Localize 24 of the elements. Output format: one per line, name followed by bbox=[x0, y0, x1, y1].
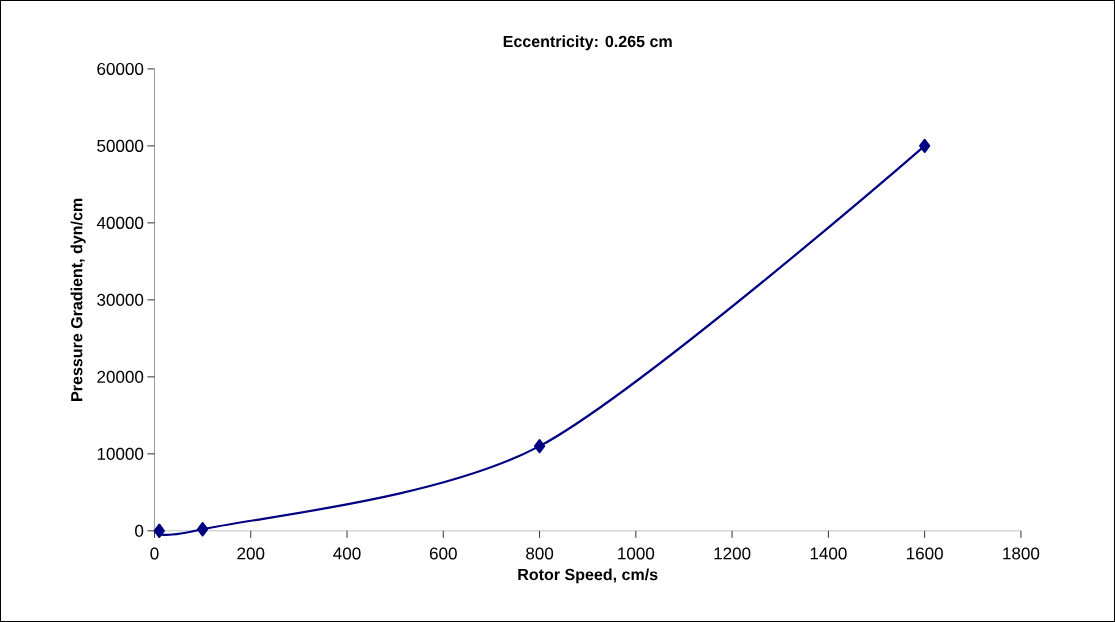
y-tick-label: 30000 bbox=[97, 293, 144, 306]
x-tick-label: 1400 bbox=[810, 547, 847, 560]
x-tick-label: 400 bbox=[333, 547, 361, 560]
x-tick-label: 800 bbox=[526, 547, 554, 560]
x-tick-label: 600 bbox=[429, 547, 457, 560]
y-tick-label: 20000 bbox=[97, 370, 144, 383]
y-tick-label: 0 bbox=[135, 524, 144, 537]
y-axis-title: Pressure Gradient, dyn/cm bbox=[70, 198, 86, 401]
x-tick-label: 1000 bbox=[618, 547, 655, 560]
x-tick-label: 200 bbox=[237, 547, 265, 560]
y-tick-label: 50000 bbox=[97, 139, 144, 152]
x-tick-label: 1200 bbox=[714, 547, 751, 560]
x-tick-label: 1600 bbox=[907, 547, 943, 560]
point bbox=[533, 439, 546, 454]
chart-title: Eccentricity: 0.265 cm bbox=[503, 35, 672, 51]
x-tick-label: 0 bbox=[150, 547, 159, 560]
y-tick-label: 60000 bbox=[97, 62, 144, 75]
x-tick-label: 1800 bbox=[1003, 547, 1040, 560]
point bbox=[196, 522, 209, 537]
point bbox=[919, 138, 931, 154]
point bbox=[153, 523, 165, 539]
x-axis-title: Rotor Speed, cm/s bbox=[518, 568, 658, 584]
y-tick-label: 10000 bbox=[97, 447, 144, 460]
y-tick-label: 40000 bbox=[96, 216, 144, 229]
